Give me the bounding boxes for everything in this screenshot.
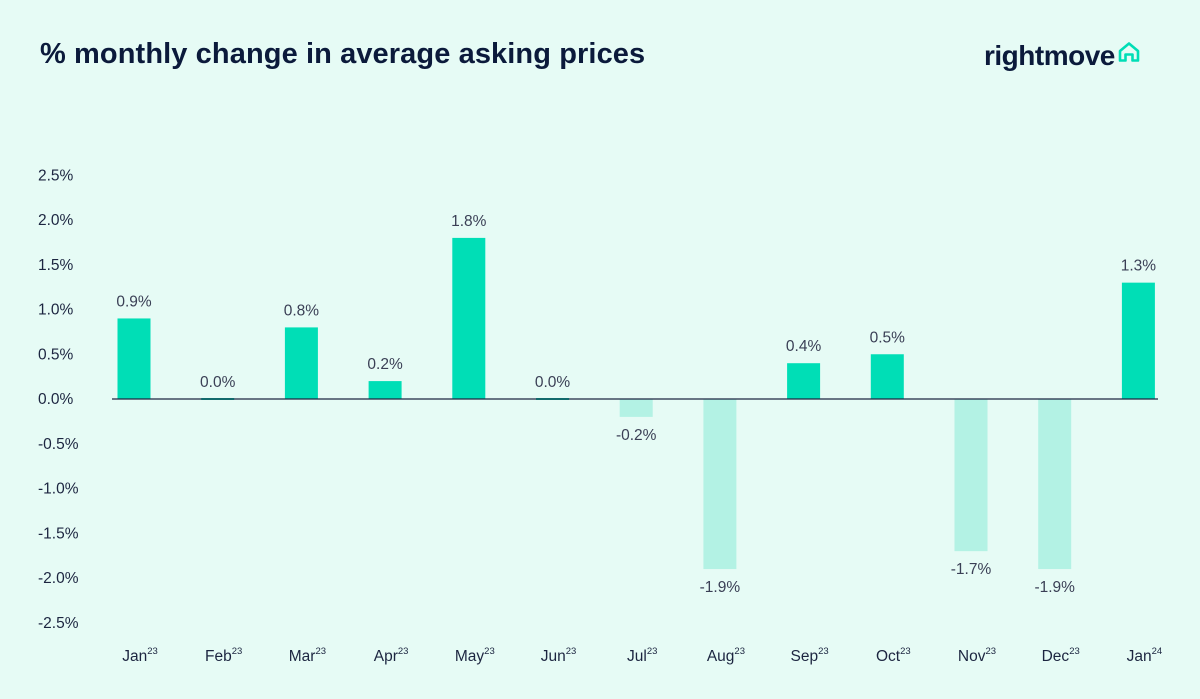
x-tick-label: Nov23 bbox=[958, 646, 996, 665]
x-tick-year: 23 bbox=[398, 646, 409, 657]
x-tick-month: Dec bbox=[1042, 648, 1070, 665]
x-tick-month: Apr bbox=[374, 648, 398, 665]
y-tick-label: -0.5% bbox=[38, 436, 79, 453]
house-outline-icon bbox=[1117, 41, 1141, 68]
x-tick-label: Apr23 bbox=[374, 646, 409, 665]
bar bbox=[368, 381, 402, 399]
x-tick-year: 23 bbox=[484, 646, 495, 657]
x-tick-label: May23 bbox=[455, 646, 495, 665]
data-label: -0.2% bbox=[616, 427, 657, 444]
data-label: -1.9% bbox=[700, 579, 741, 596]
x-tick-month: Feb bbox=[205, 648, 232, 665]
x-tick-month: Oct bbox=[876, 648, 901, 665]
x-tick-year: 23 bbox=[647, 646, 658, 657]
y-tick-label: -1.0% bbox=[38, 481, 79, 498]
x-tick-month: Sep bbox=[791, 648, 819, 665]
x-tick-year: 23 bbox=[147, 646, 158, 657]
bar bbox=[1038, 399, 1072, 570]
bar bbox=[954, 399, 988, 552]
data-label: 0.5% bbox=[870, 329, 906, 346]
bar bbox=[787, 363, 821, 399]
y-tick-label: 0.5% bbox=[38, 346, 74, 363]
x-tick-label: Jan23 bbox=[122, 646, 158, 665]
y-tick-label: 1.0% bbox=[38, 302, 74, 319]
x-tick-month: Jan bbox=[1127, 648, 1152, 665]
x-tick-label: Aug23 bbox=[707, 646, 745, 665]
x-tick-month: Jan bbox=[122, 648, 147, 665]
x-tick-month: Jun bbox=[541, 648, 566, 665]
x-tick-label: Jan24 bbox=[1127, 646, 1163, 665]
bar bbox=[117, 318, 151, 399]
data-label: -1.7% bbox=[951, 561, 992, 578]
y-tick-label: -1.5% bbox=[38, 525, 79, 542]
x-tick-label: Jul23 bbox=[627, 646, 657, 665]
x-tick-year: 23 bbox=[1069, 646, 1080, 657]
y-tick-label: 0.0% bbox=[38, 391, 74, 408]
data-label: 0.4% bbox=[786, 338, 822, 355]
bar bbox=[452, 237, 486, 399]
x-tick-month: May bbox=[455, 648, 485, 665]
y-tick-label: -2.0% bbox=[38, 570, 79, 587]
x-tick-month: Mar bbox=[289, 648, 316, 665]
data-label: 0.8% bbox=[284, 302, 320, 319]
data-label: 1.8% bbox=[451, 213, 487, 230]
data-label: 0.0% bbox=[200, 374, 236, 391]
data-label: 0.9% bbox=[116, 293, 152, 310]
data-label: -1.9% bbox=[1034, 579, 1075, 596]
x-tick-year: 23 bbox=[818, 646, 829, 657]
x-tick-year: 23 bbox=[315, 646, 326, 657]
x-tick-label: Dec23 bbox=[1042, 646, 1080, 665]
x-tick-month: Aug bbox=[707, 648, 735, 665]
x-tick-label: Jun23 bbox=[541, 646, 577, 665]
x-tick-year: 23 bbox=[900, 646, 911, 657]
bar bbox=[870, 354, 904, 399]
x-tick-label: Sep23 bbox=[791, 646, 829, 665]
x-tick-year: 23 bbox=[986, 646, 997, 657]
x-tick-year: 23 bbox=[232, 646, 243, 657]
rightmove-logo: rightmove bbox=[984, 40, 1141, 72]
x-tick-year: 23 bbox=[566, 646, 577, 657]
x-tick-year: 23 bbox=[734, 646, 745, 657]
x-tick-month: Jul bbox=[627, 648, 647, 665]
bar bbox=[284, 327, 318, 399]
x-tick-label: Feb23 bbox=[205, 646, 242, 665]
logo-text: rightmove bbox=[984, 40, 1115, 71]
data-label: 1.3% bbox=[1121, 258, 1157, 275]
x-tick-label: Mar23 bbox=[289, 646, 326, 665]
y-tick-label: 2.0% bbox=[38, 212, 74, 229]
data-label: 0.2% bbox=[367, 356, 403, 373]
y-tick-label: -2.5% bbox=[38, 615, 79, 632]
x-tick-month: Nov bbox=[958, 648, 986, 665]
y-tick-label: 2.5% bbox=[38, 167, 74, 184]
data-label: 0.0% bbox=[535, 374, 571, 391]
y-tick-label: 1.5% bbox=[38, 257, 74, 274]
bar bbox=[1121, 282, 1155, 399]
bar bbox=[703, 399, 737, 570]
x-tick-label: Oct23 bbox=[876, 646, 911, 665]
x-tick-year: 24 bbox=[1152, 646, 1163, 657]
bar bbox=[619, 399, 653, 417]
chart-title: % monthly change in average asking price… bbox=[40, 38, 646, 70]
